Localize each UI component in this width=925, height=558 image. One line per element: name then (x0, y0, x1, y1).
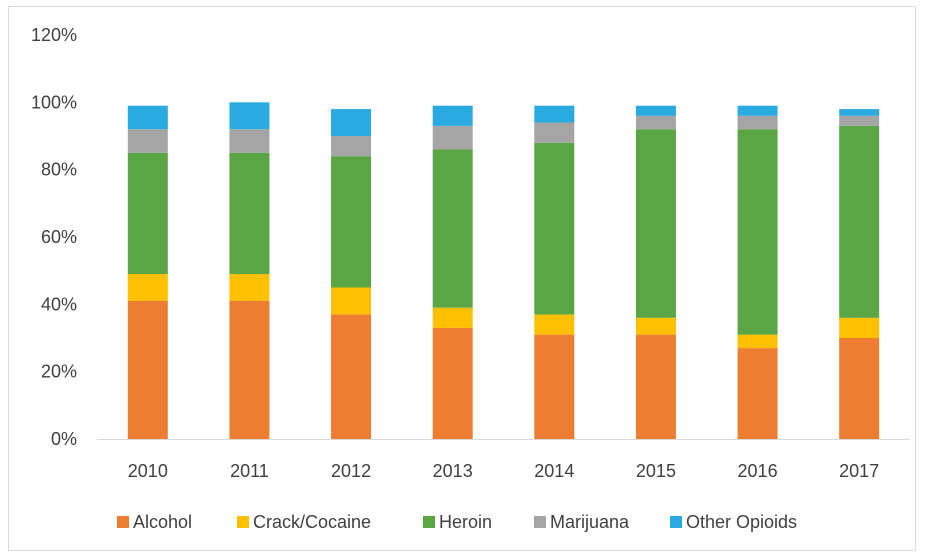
bar-segment-heroin-2012 (331, 156, 372, 288)
y-tick-label: 80% (41, 160, 77, 180)
legend-swatch-alcohol (117, 516, 129, 528)
bar-segment-crack-cocaine-2017 (839, 317, 880, 338)
x-tick-label: 2010 (128, 461, 168, 481)
legend-label: Alcohol (133, 512, 192, 532)
bar-segment-marijuana-2012 (331, 136, 372, 157)
x-tick-label: 2014 (534, 461, 574, 481)
bar-segment-crack-cocaine-2012 (331, 287, 372, 315)
bar-segment-alcohol-2013 (432, 327, 473, 439)
bar-segment-other-opioids-2013 (432, 105, 473, 126)
legend-swatch-heroin (423, 516, 435, 528)
bar-segment-alcohol-2015 (635, 334, 676, 439)
bar-segment-alcohol-2017 (839, 338, 880, 439)
bar-segment-heroin-2011 (229, 152, 270, 275)
legend-label: Crack/Cocaine (253, 512, 371, 532)
bar-segment-alcohol-2010 (127, 300, 168, 439)
y-tick-label: 100% (31, 92, 77, 112)
y-tick-label: 40% (41, 294, 77, 314)
bar-segment-crack-cocaine-2010 (127, 274, 168, 301)
bar-segment-alcohol-2012 (331, 314, 372, 439)
bar-segment-alcohol-2016 (737, 348, 778, 439)
x-tick-label: 2012 (331, 461, 371, 481)
legend-swatch-other-opioids (670, 516, 682, 528)
bar-segment-other-opioids-2012 (331, 109, 372, 136)
legend-swatch-crack-cocaine (237, 516, 249, 528)
bar-segment-marijuana-2015 (635, 115, 676, 130)
x-tick-label: 2016 (738, 461, 778, 481)
y-tick-label: 0% (51, 429, 77, 449)
bar-segment-marijuana-2017 (839, 115, 880, 126)
bar-segment-heroin-2014 (534, 142, 575, 315)
bar-area (127, 102, 880, 439)
bar-segment-other-opioids-2010 (127, 105, 168, 130)
bar-segment-marijuana-2016 (737, 115, 778, 130)
legend-label: Other Opioids (686, 512, 797, 532)
legend-label: Heroin (439, 512, 492, 532)
legend-swatch-marijuana (534, 516, 546, 528)
bar-segment-crack-cocaine-2013 (432, 307, 473, 328)
bar-segment-crack-cocaine-2014 (534, 314, 575, 335)
y-axis: 0% 20% 40% 60% 80% 100% 120% (31, 25, 77, 449)
bar-segment-crack-cocaine-2016 (737, 334, 778, 349)
bar-segment-other-opioids-2015 (635, 105, 676, 116)
bar-segment-crack-cocaine-2015 (635, 317, 676, 335)
bar-segment-heroin-2013 (432, 149, 473, 308)
bar-segment-marijuana-2011 (229, 129, 270, 153)
bar-segment-alcohol-2014 (534, 334, 575, 439)
bar-segment-marijuana-2014 (534, 122, 575, 143)
bar-segment-other-opioids-2016 (737, 105, 778, 116)
x-axis: 2010 2011 2012 2013 2014 2015 2016 2017 (128, 461, 879, 481)
bar-segment-heroin-2015 (635, 129, 676, 318)
x-tick-label: 2015 (636, 461, 676, 481)
bar-segment-marijuana-2010 (127, 129, 168, 153)
y-tick-label: 60% (41, 227, 77, 247)
y-tick-label: 20% (41, 362, 77, 382)
bar-segment-heroin-2017 (839, 125, 880, 318)
bar-segment-other-opioids-2011 (229, 102, 270, 130)
legend: Alcohol Crack/Cocaine Heroin Marijuana Other… (117, 512, 797, 532)
x-tick-label: 2017 (839, 461, 879, 481)
x-tick-label: 2011 (230, 461, 269, 481)
bar-segment-other-opioids-2017 (839, 109, 880, 116)
y-tick-label: 120% (31, 25, 77, 45)
bar-segment-alcohol-2011 (229, 300, 270, 439)
bar-segment-marijuana-2013 (432, 125, 473, 150)
bar-segment-crack-cocaine-2011 (229, 274, 270, 301)
legend-label: Marijuana (550, 512, 630, 532)
bar-segment-other-opioids-2014 (534, 105, 575, 123)
bar-segment-heroin-2016 (737, 129, 778, 335)
x-tick-label: 2013 (433, 461, 473, 481)
bar-segment-heroin-2010 (127, 152, 168, 275)
